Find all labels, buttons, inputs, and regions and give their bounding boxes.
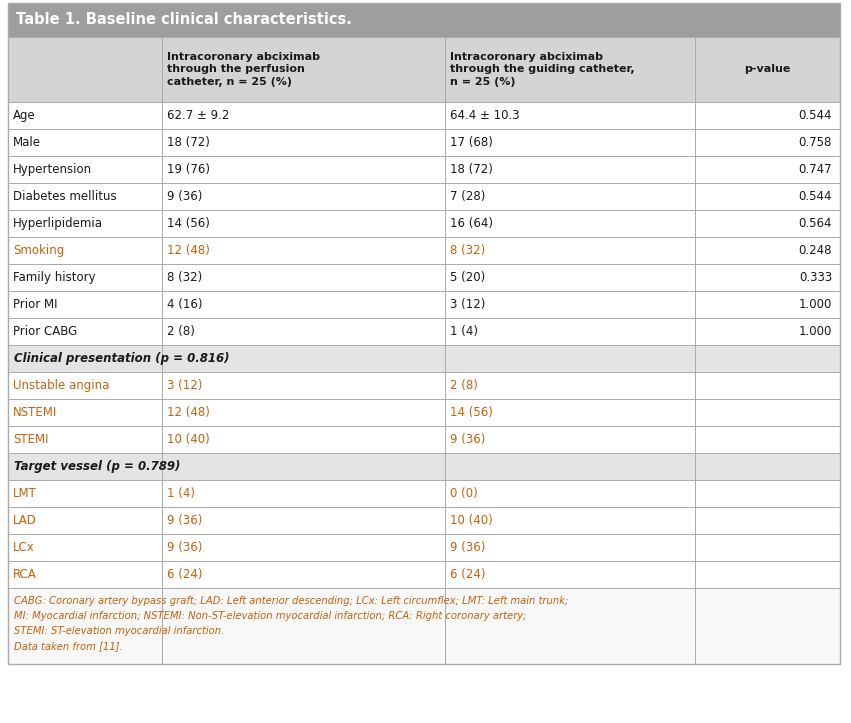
Text: 14 (56): 14 (56) [167,217,210,230]
Bar [8,453,840,480]
Text: Hyperlipidemia: Hyperlipidemia [13,217,103,230]
Text: 17 (68): 17 (68) [450,136,493,149]
Bar [8,3,840,37]
Text: 2 (8): 2 (8) [167,325,195,338]
Bar [8,291,840,318]
Bar [8,507,840,534]
Bar [8,399,840,426]
Text: 0.758: 0.758 [798,136,832,149]
Text: LAD: LAD [13,514,37,527]
Text: Data taken from [11].: Data taken from [11]. [14,641,123,651]
Text: 0 (0): 0 (0) [450,487,477,500]
Text: Age: Age [13,109,36,122]
Text: STEMI: ST-elevation myocardial infarction.: STEMI: ST-elevation myocardial infarctio… [14,626,225,636]
Text: 9 (36): 9 (36) [450,433,485,446]
Text: LMT: LMT [13,487,37,500]
Text: 1.000: 1.000 [798,298,832,311]
Text: STEMI: STEMI [13,433,49,446]
Text: Family history: Family history [13,271,95,284]
Bar [8,237,840,264]
Text: 64.4 ± 10.3: 64.4 ± 10.3 [450,109,520,122]
Bar [8,318,840,345]
Text: LCx: LCx [13,541,35,554]
Text: 10 (40): 10 (40) [167,433,209,446]
Bar [8,210,840,237]
Bar [8,588,840,664]
Bar [8,129,840,156]
Text: 18 (72): 18 (72) [450,163,493,176]
Bar [8,102,840,129]
Bar [8,561,840,588]
Text: 0.333: 0.333 [799,271,832,284]
Text: 16 (64): 16 (64) [450,217,493,230]
Bar [8,156,840,183]
Text: 62.7 ± 9.2: 62.7 ± 9.2 [167,109,230,122]
Text: Intracoronary abciximab
through the perfusion
catheter, n = 25 (%): Intracoronary abciximab through the perf… [167,52,320,87]
Bar [8,264,840,291]
Text: 0.564: 0.564 [798,217,832,230]
Text: Hypertension: Hypertension [13,163,92,176]
Text: 5 (20): 5 (20) [450,271,485,284]
Text: 12 (48): 12 (48) [167,406,210,419]
Bar [8,480,840,507]
Text: 12 (48): 12 (48) [167,244,210,257]
Text: 9 (36): 9 (36) [450,541,485,554]
Text: 0.544: 0.544 [798,190,832,203]
Text: NSTEMI: NSTEMI [13,406,57,419]
Text: 0.544: 0.544 [798,109,832,122]
Text: 3 (12): 3 (12) [450,298,485,311]
Text: 7 (28): 7 (28) [450,190,485,203]
Text: 1 (4): 1 (4) [450,325,478,338]
Text: 6 (24): 6 (24) [167,568,203,581]
Text: 14 (56): 14 (56) [450,406,493,419]
Text: 0.248: 0.248 [798,244,832,257]
Text: 4 (16): 4 (16) [167,298,203,311]
Text: 18 (72): 18 (72) [167,136,210,149]
Text: Male: Male [13,136,41,149]
Text: MI: Myocardial infarction; NSTEMI: Non-ST-elevation myocardial infarction; RCA: : MI: Myocardial infarction; NSTEMI: Non-S… [14,611,527,621]
Text: p-value: p-value [745,64,791,74]
Text: 8 (32): 8 (32) [167,271,203,284]
Text: 9 (36): 9 (36) [167,514,203,527]
Text: Diabetes mellitus: Diabetes mellitus [13,190,117,203]
Bar [8,345,840,372]
Text: 8 (32): 8 (32) [450,244,485,257]
Text: Smoking: Smoking [13,244,64,257]
Text: Intracoronary abciximab
through the guiding catheter,
n = 25 (%): Intracoronary abciximab through the guid… [450,52,635,87]
Text: Prior CABG: Prior CABG [13,325,77,338]
Text: Clinical presentation (p = 0.816): Clinical presentation (p = 0.816) [14,352,230,365]
Text: RCA: RCA [13,568,37,581]
Text: 1 (4): 1 (4) [167,487,195,500]
Text: 3 (12): 3 (12) [167,379,203,392]
Bar [8,534,840,561]
Bar [8,426,840,453]
Text: Prior MI: Prior MI [13,298,58,311]
Bar [8,37,840,102]
Text: CABG: Coronary artery bypass graft; LAD: Left anterior descending; LCx: Left cir: CABG: Coronary artery bypass graft; LAD:… [14,596,568,606]
Text: 2 (8): 2 (8) [450,379,478,392]
Text: 9 (36): 9 (36) [167,541,203,554]
Text: Unstable angina: Unstable angina [13,379,110,392]
Text: 6 (24): 6 (24) [450,568,486,581]
Text: 0.747: 0.747 [798,163,832,176]
Text: 1.000: 1.000 [798,325,832,338]
Text: 10 (40): 10 (40) [450,514,493,527]
Text: 19 (76): 19 (76) [167,163,210,176]
Text: Target vessel (p = 0.789): Target vessel (p = 0.789) [14,460,180,473]
Bar [8,372,840,399]
Text: 9 (36): 9 (36) [167,190,203,203]
Bar [8,183,840,210]
Text: Table 1. Baseline clinical characteristics.: Table 1. Baseline clinical characteristi… [16,12,351,27]
